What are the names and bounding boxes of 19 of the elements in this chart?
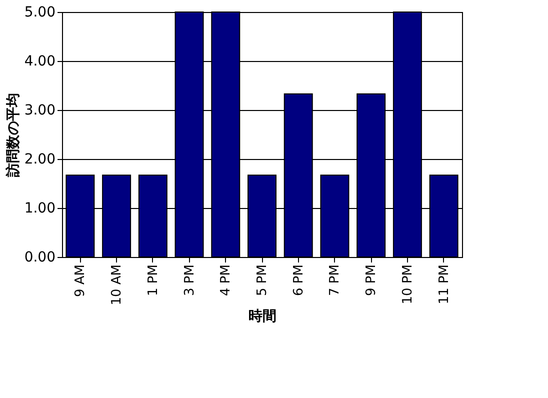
x-tick-label: 7 PM <box>328 264 343 296</box>
x-tick-label: 9 AM <box>73 264 88 298</box>
y-tick-label: 2.00 <box>24 152 56 168</box>
x-tick-label: 5 PM <box>255 264 270 296</box>
x-tick-label: 6 PM <box>291 264 306 296</box>
y-tick-label: 5.00 <box>24 4 56 20</box>
x-axis-title: 時間 <box>248 308 276 324</box>
x-tick-label: 4 PM <box>218 264 234 296</box>
y-tick-label: 3.00 <box>24 102 56 118</box>
x-tick-label: 1 PM <box>146 264 161 296</box>
x-tick-label: 10 AM <box>110 264 125 306</box>
x-tick-label: 11 PM <box>436 264 452 304</box>
y-axis-title: 訪問数の平均 <box>4 93 22 178</box>
y-tick-label: 4.00 <box>24 54 56 70</box>
x-tick-label: 10 PM <box>400 264 416 304</box>
y-tick-label: 0.00 <box>24 250 56 266</box>
x-tick-label: 9 PM <box>364 264 380 296</box>
x-tick-label: 3 PM <box>182 264 198 296</box>
y-tick-label: 1.00 <box>24 200 56 216</box>
